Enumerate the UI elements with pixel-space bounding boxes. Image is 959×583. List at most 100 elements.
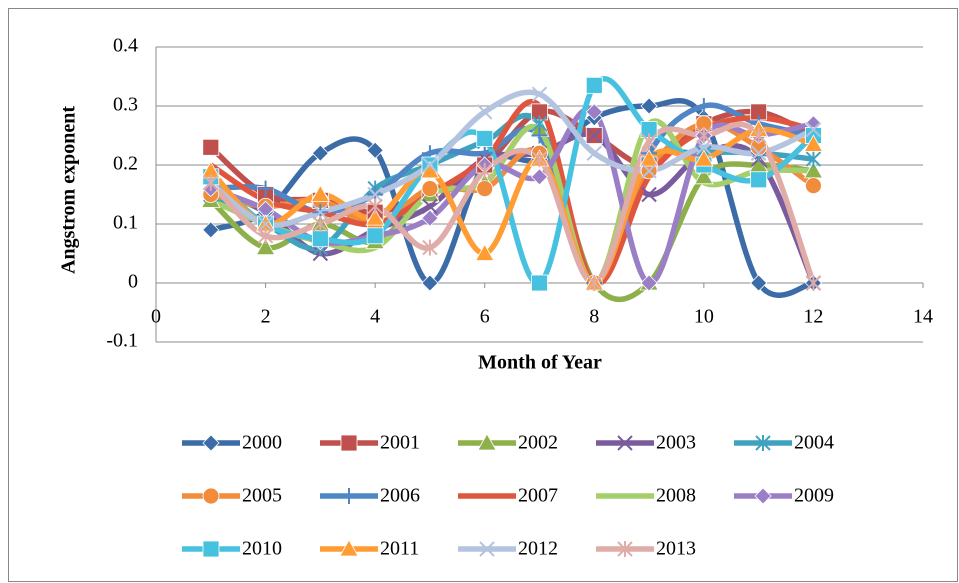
data-point <box>750 171 768 189</box>
data-point <box>641 186 657 203</box>
legend-label: 2003 <box>656 432 696 454</box>
legend-marker <box>341 488 357 504</box>
data-point <box>641 163 657 179</box>
data-point <box>803 134 824 152</box>
legend-marker <box>479 541 495 557</box>
data-point <box>202 138 220 156</box>
data-point <box>311 144 329 162</box>
data-point <box>750 127 767 144</box>
legend-marker <box>617 435 633 451</box>
x-tick-label: 0 <box>151 306 161 328</box>
y-tick-label: 0.1 <box>113 212 138 234</box>
data-point <box>641 133 657 150</box>
data-point <box>312 204 329 220</box>
legend-label: 2009 <box>794 485 834 507</box>
x-tick-label: 10 <box>694 306 714 328</box>
data-point <box>257 180 274 197</box>
data-point <box>475 243 495 261</box>
y-axis-title: Angstrom exponent <box>58 106 80 274</box>
x-tick-label: 2 <box>261 306 271 328</box>
data-point <box>530 168 549 186</box>
data-point <box>477 162 493 179</box>
data-point <box>476 130 494 147</box>
data-point <box>477 104 493 120</box>
x-tick-label: 12 <box>803 306 823 328</box>
legend-marker <box>617 541 633 557</box>
data-point <box>585 103 603 121</box>
legend-label: 2012 <box>518 538 558 560</box>
x-tick-label: 4 <box>370 306 380 328</box>
data-point <box>750 274 768 292</box>
data-point <box>202 221 220 239</box>
legend-marker <box>754 487 772 505</box>
legend-marker <box>477 433 497 451</box>
legend-marker <box>202 487 220 505</box>
data-point <box>422 198 438 215</box>
x-tick-label: 6 <box>480 306 490 328</box>
data-point <box>421 180 439 198</box>
legend-label: 2008 <box>656 485 696 507</box>
legend-label: 2013 <box>656 538 696 560</box>
legend-marker <box>755 435 771 451</box>
data-point <box>367 198 383 215</box>
y-tick-label: 0.4 <box>113 35 138 57</box>
y-tick-label: 0.3 <box>113 94 138 116</box>
data-point <box>531 86 548 102</box>
legend-label: 2005 <box>242 485 282 507</box>
data-point <box>366 227 384 245</box>
chart-frame <box>8 8 958 582</box>
data-point <box>203 174 219 191</box>
data-point <box>694 166 714 185</box>
data-point <box>422 157 438 173</box>
y-tick-label: 0.2 <box>113 153 138 175</box>
data-point <box>586 275 602 291</box>
data-point <box>695 98 712 114</box>
data-point <box>311 230 329 248</box>
data-point <box>312 216 329 232</box>
data-point <box>367 186 383 203</box>
data-point <box>531 151 548 168</box>
data-point <box>805 121 822 138</box>
legend-label: 2001 <box>380 432 420 454</box>
data-point <box>366 141 384 159</box>
data-point <box>696 127 712 144</box>
legend-marker <box>340 434 358 452</box>
data-point <box>421 209 439 227</box>
data-point <box>531 127 548 144</box>
y-tick-label: -0.1 <box>106 330 138 352</box>
data-point <box>805 275 822 291</box>
legend-label: 2000 <box>242 432 282 454</box>
data-point <box>694 149 714 167</box>
data-point <box>310 184 331 202</box>
data-point <box>696 139 712 156</box>
data-point <box>805 151 822 168</box>
legend-label: 2010 <box>242 538 282 560</box>
data-point <box>257 227 274 244</box>
data-point <box>585 76 603 94</box>
data-point <box>531 274 548 292</box>
x-tick-label: 14 <box>913 306 933 328</box>
data-point <box>750 145 767 161</box>
legend-marker <box>202 540 220 558</box>
data-point <box>586 127 602 144</box>
legend-label: 2004 <box>794 432 834 454</box>
data-point <box>586 145 602 161</box>
data-point <box>805 177 822 195</box>
data-point <box>255 237 276 255</box>
legend-marker <box>202 434 220 452</box>
legend-label: 2002 <box>518 432 558 454</box>
data-point <box>640 274 658 292</box>
data-point <box>422 239 438 256</box>
legend-label: 2006 <box>380 485 420 507</box>
data-point <box>365 208 385 226</box>
legend-label: 2007 <box>518 485 558 507</box>
data-point <box>476 180 494 198</box>
x-axis-title: Month of Year <box>478 352 602 374</box>
data-point <box>640 97 658 115</box>
x-tick-label: 8 <box>589 306 599 328</box>
legend-marker <box>339 539 359 557</box>
legend-label: 2011 <box>380 538 419 560</box>
y-tick-label: 0 <box>128 271 138 293</box>
data-point <box>639 149 659 167</box>
